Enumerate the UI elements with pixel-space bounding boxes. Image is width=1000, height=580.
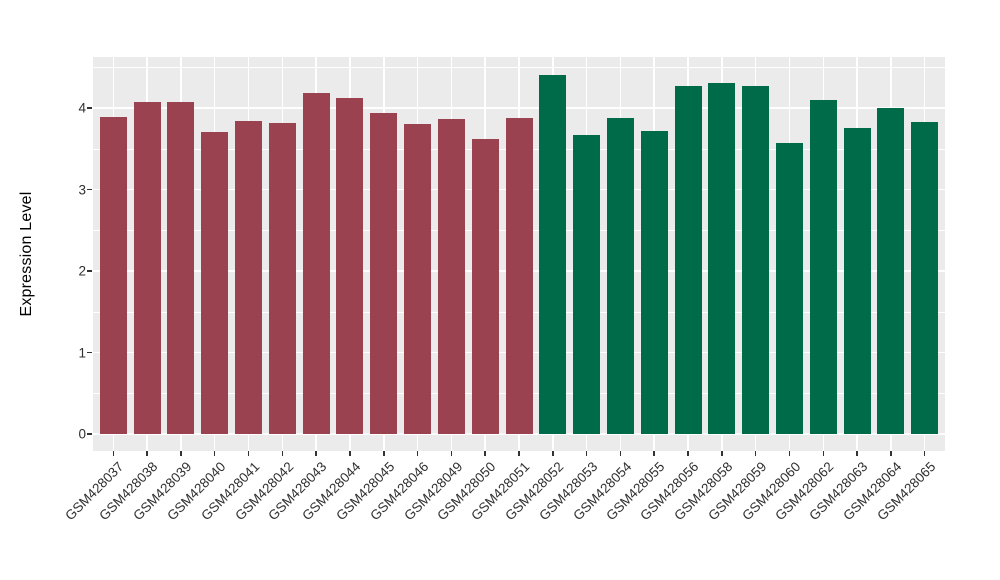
plot-panel (93, 57, 945, 451)
y-tick-label: 1 (78, 345, 86, 360)
bar-GSM428046 (404, 124, 432, 434)
x-tick-mark (890, 451, 892, 456)
x-tick-mark (180, 451, 182, 456)
y-axis-title: Expression Level (18, 191, 35, 317)
bar-GSM428039 (167, 102, 195, 434)
bar-GSM428037 (99, 116, 127, 434)
bar-GSM428049 (437, 118, 465, 434)
x-tick-mark (619, 451, 622, 456)
x-tick-mark (349, 451, 351, 456)
bar-GSM428044 (336, 98, 364, 434)
bar-GSM428045 (370, 112, 398, 434)
bar-GSM428038 (133, 102, 161, 434)
x-tick-mark (788, 451, 791, 456)
x-tick-mark (383, 451, 385, 456)
y-tick-mark (87, 270, 92, 272)
bar-GSM428056 (674, 85, 702, 434)
bar-GSM428052 (539, 74, 567, 434)
y-tick-label: 4 (78, 100, 86, 116)
bar-GSM428042 (268, 122, 296, 434)
x-tick-mark (281, 451, 284, 456)
bar-GSM428059 (742, 85, 770, 434)
bar-GSM428062 (809, 99, 837, 434)
bar-GSM428055 (640, 130, 668, 434)
x-tick-mark (822, 451, 825, 456)
bar-GSM428064 (877, 108, 905, 434)
bar-GSM428043 (302, 92, 330, 434)
x-tick-mark (146, 451, 148, 456)
x-tick-mark (247, 451, 250, 456)
x-tick-mark (653, 451, 655, 456)
y-tick-label: 2 (78, 263, 86, 279)
x-tick-mark (687, 451, 689, 456)
bar-GSM428053 (573, 134, 601, 434)
x-tick-mark (112, 451, 115, 456)
y-tick-mark (87, 351, 92, 354)
x-tick-mark (518, 451, 520, 456)
y-tick-label: 0 (78, 426, 86, 442)
y-tick-mark (87, 433, 92, 435)
x-tick-mark (721, 451, 723, 456)
x-tick-mark (416, 451, 419, 456)
bar-GSM428050 (471, 138, 499, 434)
bar-GSM428063 (843, 128, 871, 434)
y-tick-mark (87, 188, 92, 191)
x-tick-mark (450, 451, 453, 456)
bar-GSM428060 (775, 143, 803, 434)
x-tick-mark (585, 451, 588, 456)
x-tick-mark (213, 451, 216, 456)
bar-GSM428058 (708, 82, 736, 434)
bar-GSM428054 (606, 117, 634, 434)
x-tick-mark (754, 451, 757, 456)
x-tick-mark (484, 451, 486, 456)
x-tick-mark (552, 451, 554, 456)
y-tick-mark (87, 107, 92, 109)
x-tick-mark (923, 451, 926, 456)
bar-GSM428040 (201, 131, 229, 434)
x-tick-mark (856, 451, 858, 456)
bar-GSM428041 (235, 121, 263, 434)
bar-GSM428051 (505, 117, 533, 434)
y-tick-label: 3 (78, 182, 86, 197)
bar-GSM428065 (911, 121, 939, 434)
x-tick-mark (315, 451, 317, 456)
